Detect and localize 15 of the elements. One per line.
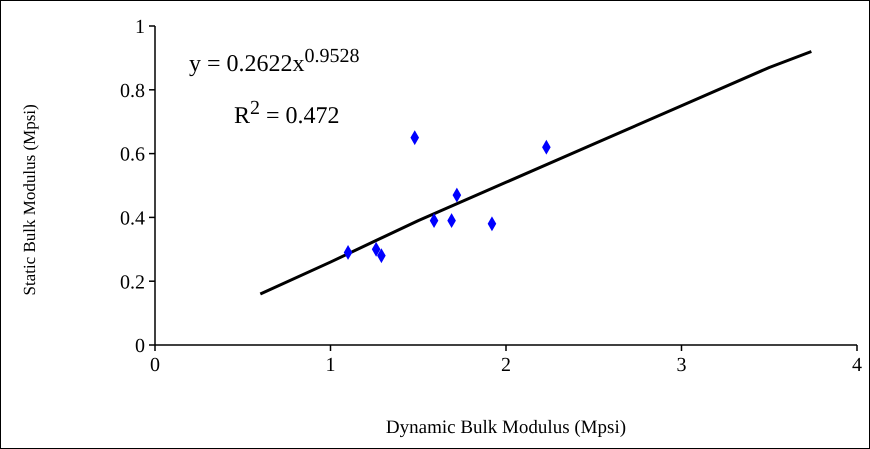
y-tick-label: 0.6 [120, 144, 145, 166]
annotation: y = 0.2622x$^{0.9528}$ [189, 45, 360, 78]
x-axis-title: Dynamic Bulk Modulus (Mpsi) [386, 417, 626, 438]
y-tick-label: 0.4 [120, 208, 145, 230]
y-tick-label: 0.2 [120, 271, 145, 294]
annotation: R$^{2}$ = 0.472 [234, 97, 340, 130]
y-tick-label: 0 [135, 335, 145, 358]
x-tick-label: 0 [150, 354, 160, 376]
x-tick-label: 3 [676, 354, 686, 376]
y-tick-label: 0.8 [120, 80, 145, 102]
x-tick-label: 2 [501, 354, 511, 376]
y-tick-label: 1 [135, 16, 145, 38]
y-axis-title: Static Bulk Modulus (Mpsi) [20, 104, 40, 296]
x-tick-label: 4 [852, 354, 862, 376]
x-tick-label: 1 [326, 354, 336, 376]
